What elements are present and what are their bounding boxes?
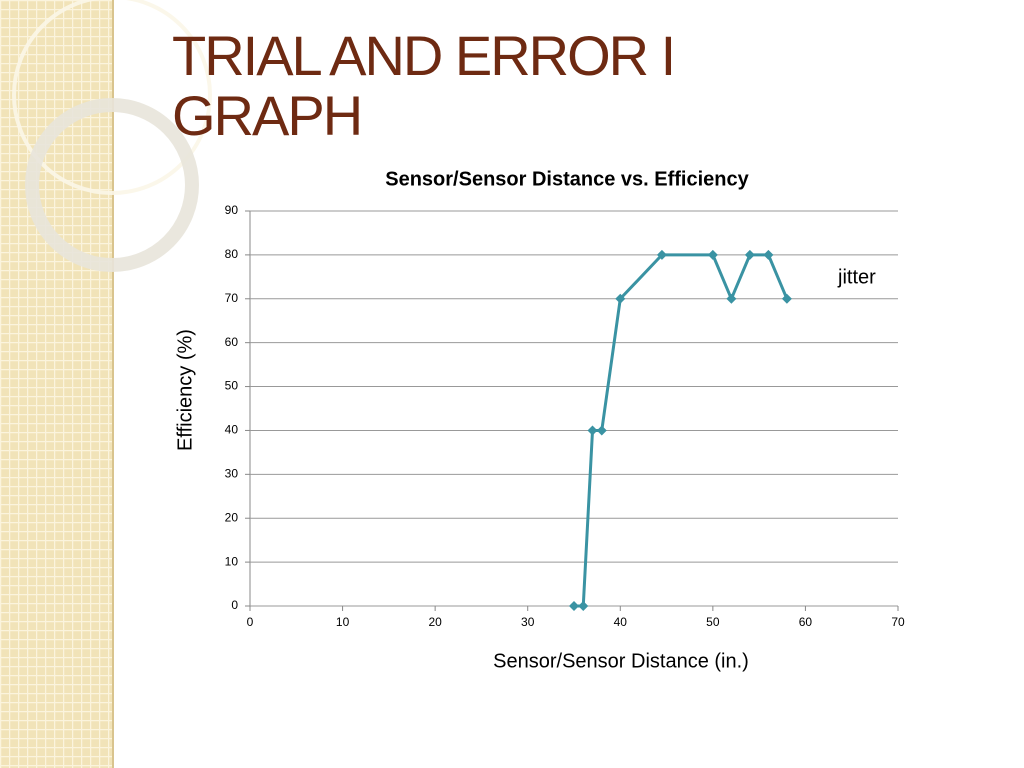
data-point: [726, 293, 737, 304]
y-tick-label: 10: [225, 554, 239, 568]
x-axis-label: Sensor/Sensor Distance (in.): [493, 650, 749, 672]
slide-title: TRIAL AND ERROR I GRAPH: [172, 24, 676, 147]
y-axis-label: Efficiency (%): [174, 329, 196, 451]
x-tick-label: 40: [614, 615, 628, 629]
data-point: [596, 425, 607, 436]
y-tick-label: 0: [231, 598, 238, 612]
y-tick-label: 70: [225, 291, 239, 305]
data-point: [569, 601, 579, 611]
x-tick-label: 20: [428, 615, 442, 629]
data-point: [587, 425, 598, 436]
data-point: [707, 249, 718, 260]
x-tick-label: 0: [247, 615, 254, 629]
data-point: [763, 249, 774, 260]
decoration: [0, 0, 212, 768]
data-point: [578, 601, 589, 611]
data-point: [615, 293, 626, 304]
y-tick-label: 30: [225, 467, 239, 481]
y-tick-label: 40: [225, 423, 239, 437]
x-tick-label: 50: [706, 615, 720, 629]
x-tick-label: 60: [799, 615, 813, 629]
data-point: [656, 249, 667, 260]
data-point: [744, 249, 755, 260]
y-tick-label: 80: [225, 247, 239, 261]
data-point: [781, 293, 792, 304]
y-tick-label: 90: [225, 203, 239, 217]
y-tick-label: 20: [225, 510, 239, 524]
chart-title: Sensor/Sensor Distance vs. Efficiency: [385, 168, 749, 190]
x-tick-label: 30: [521, 615, 535, 629]
y-tick-label: 60: [225, 335, 239, 349]
y-tick-label: 50: [225, 379, 239, 393]
x-tick-label: 10: [336, 615, 350, 629]
annotation: jitter: [837, 266, 876, 288]
x-tick-label: 70: [891, 615, 905, 629]
